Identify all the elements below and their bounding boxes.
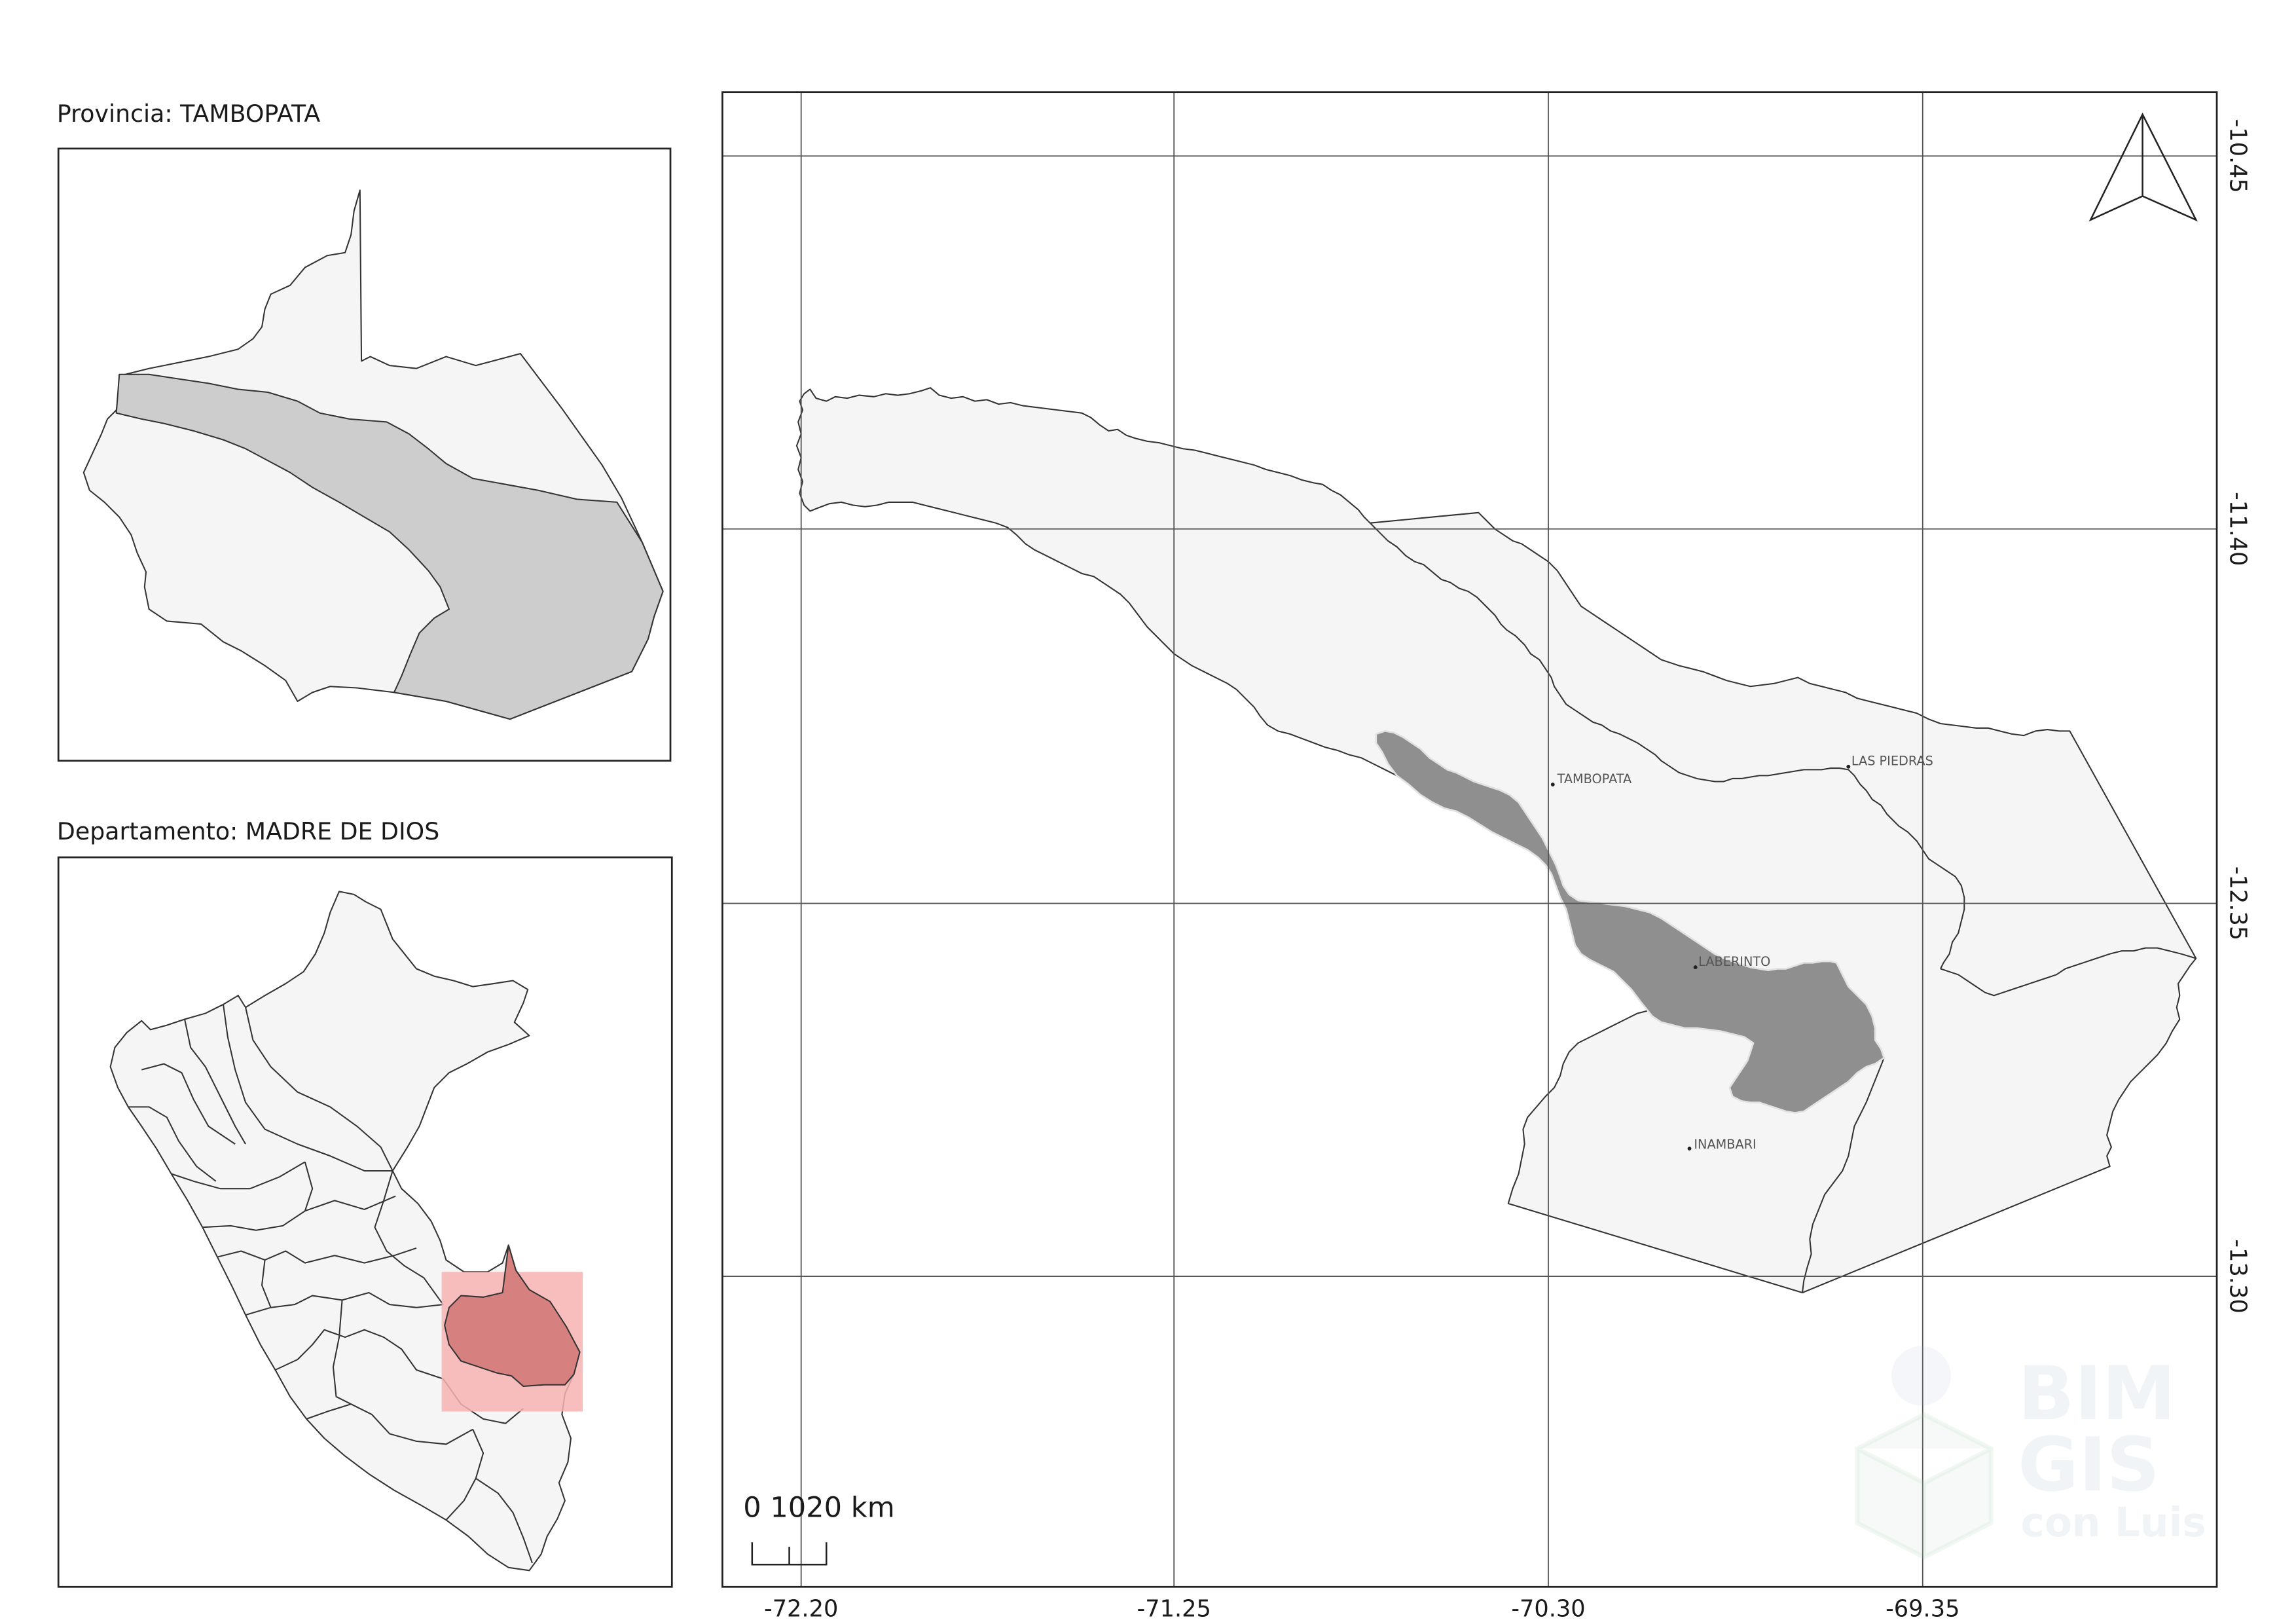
place-label-laberinto: LABERINTO [1698, 954, 1770, 969]
place-point-inambari [1687, 1146, 1692, 1151]
x-tick-label: -71.25 [1137, 1596, 1211, 1623]
north-arrow-icon [2088, 112, 2198, 222]
y-tick-label: -12.35 [2224, 866, 2251, 940]
x-tick-label: -72.20 [764, 1596, 838, 1623]
watermark-cube-icon [1855, 1412, 1994, 1560]
scale-bar [751, 1542, 828, 1566]
place-label-las-piedras: LAS PIEDRAS [1851, 754, 1933, 769]
y-tick-label: -10.45 [2224, 119, 2251, 193]
inset-province-title: Provincia: TAMBOPATA [57, 100, 320, 128]
watermark-text-line-1: BIM [2018, 1350, 2176, 1437]
inset-department-frame [57, 856, 673, 1588]
place-point-las-piedras [1846, 764, 1851, 769]
scale-bar-label: 0 1020 km [743, 1492, 895, 1524]
laberinto-district-region [1375, 729, 1886, 1114]
main-map: TAMBOPATA LAS PIEDRAS LABERINTO INAMBARI… [722, 92, 2217, 1587]
inset-province-frame [57, 147, 672, 762]
madre-de-dios-region [444, 1244, 581, 1387]
place-point-tambopata [1550, 783, 1555, 786]
y-tick-label: -11.40 [2224, 492, 2251, 566]
department-inset-map [109, 891, 583, 1572]
district-boundary-las-piedras-south [1940, 947, 2196, 997]
district-boundary-inambari-east [1801, 1058, 1885, 1293]
x-tick-label: -69.35 [1886, 1596, 1959, 1623]
watermark-person-icon [1891, 1346, 1951, 1406]
district-boundary-tambopata-las-piedras [1369, 522, 1965, 969]
place-label-tambopata: TAMBOPATA [1557, 771, 1632, 786]
main-map-frame [721, 91, 2218, 1588]
watermark-logo: BIM GIS con Luis [1855, 1346, 2206, 1560]
department-boundaries [128, 1004, 533, 1564]
watermark-text-line-2: GIS [2018, 1422, 2160, 1508]
inset-department-title: Departamento: MADRE DE DIOS [57, 817, 439, 845]
x-tick-label: -70.30 [1511, 1596, 1585, 1623]
place-label-inambari: INAMBARI [1694, 1137, 1756, 1152]
province-inset-map [82, 189, 664, 720]
watermark-text-line-3: con Luis [2021, 1500, 2206, 1546]
tambopata-province-region [115, 373, 664, 720]
y-tick-label: -13.30 [2224, 1239, 2251, 1313]
place-point-laberinto [1693, 965, 1698, 970]
